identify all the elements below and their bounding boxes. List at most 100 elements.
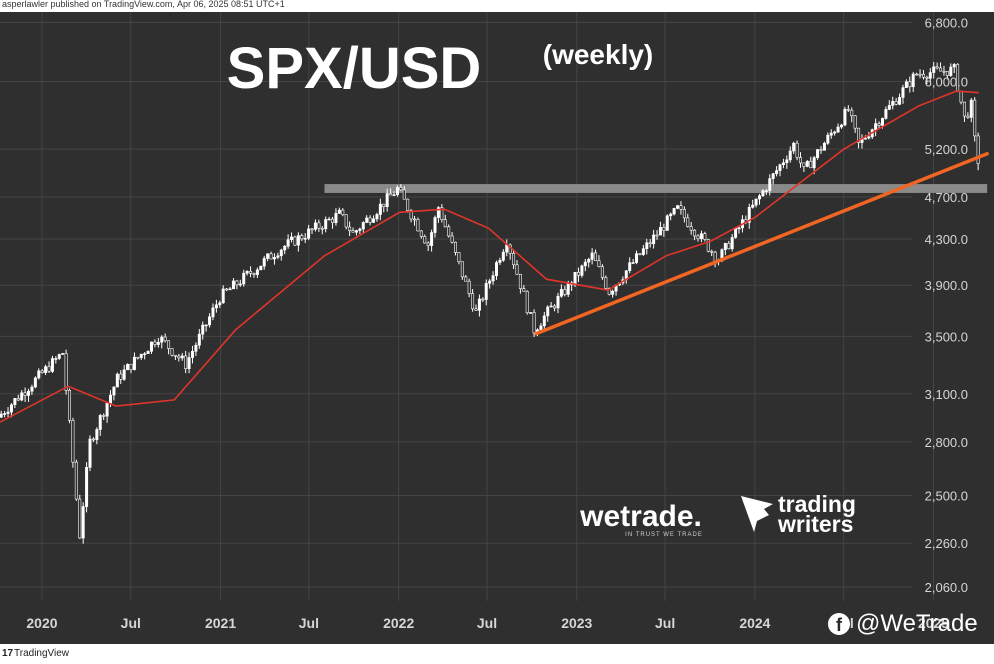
candle-body (344, 214, 348, 228)
candle-body (122, 369, 126, 380)
candle-body (109, 394, 113, 404)
candle-body (443, 219, 447, 228)
publish-header: asperlawler published on TradingView.com… (0, 0, 994, 12)
candle-body (488, 280, 492, 284)
trading-writers-word2: writers (777, 511, 853, 537)
y-tick-label: 6,000.0 (925, 75, 968, 90)
candle-body (566, 282, 570, 295)
candle-body (853, 115, 857, 129)
candle-body (706, 239, 710, 252)
candle-body (283, 245, 287, 251)
candle-body (71, 420, 75, 463)
candle-body (272, 257, 276, 260)
candle-body (942, 70, 946, 73)
candle-body (641, 248, 645, 255)
candle-body (689, 226, 693, 231)
candle-body (266, 253, 270, 259)
y-tick-label: 3,100.0 (925, 387, 968, 402)
candle-body (839, 124, 843, 128)
candle-body (494, 262, 498, 276)
candle-body (857, 127, 861, 143)
candle-body (423, 236, 427, 244)
candle-body (703, 233, 707, 240)
candle-body (310, 228, 314, 231)
candle-body (607, 288, 611, 295)
moving-average-line (0, 90, 979, 423)
candle-body (477, 298, 481, 311)
candle-body (54, 358, 58, 360)
trading-writers-word1: trading (778, 491, 856, 517)
candle-body (201, 324, 205, 335)
candle-body (300, 235, 304, 240)
candle-body (918, 73, 922, 76)
candle-body (143, 353, 147, 356)
candle-body (628, 262, 632, 271)
candle-body (775, 170, 779, 174)
candle-body (573, 271, 577, 286)
candle-body (30, 386, 34, 392)
candle-body (392, 194, 396, 196)
candle-body (252, 273, 256, 275)
candle-body (3, 413, 7, 415)
candle-body (433, 217, 437, 233)
candle-body (440, 207, 444, 220)
candle-body (809, 160, 813, 169)
x-tick-label: 2023 (561, 615, 592, 631)
y-tick-label: 2,800.0 (925, 435, 968, 450)
candle-body (822, 142, 826, 151)
candle-body (163, 336, 167, 342)
candle-body (976, 135, 980, 164)
candle-body (645, 242, 649, 249)
candle-body (132, 356, 136, 370)
candle-body (361, 222, 365, 230)
candle-body (225, 288, 229, 291)
candle-body (785, 159, 789, 164)
candle-body (658, 227, 662, 236)
tradingview-footer: 17 TradingView (0, 644, 994, 664)
candle-body (467, 280, 471, 294)
candle-body (197, 333, 201, 346)
y-tick-label: 4,700.0 (925, 190, 968, 205)
candle-body (699, 233, 703, 240)
candle-body (68, 390, 72, 421)
candle-body (501, 251, 505, 261)
candle-body (778, 164, 782, 171)
candle-body (887, 105, 891, 110)
candle-body (730, 237, 734, 250)
candle-body (95, 429, 99, 440)
x-tick-label: Jul (477, 615, 497, 631)
candle-body (245, 271, 249, 274)
candle-body (833, 131, 837, 134)
candle-body (559, 289, 563, 297)
candle-body (481, 298, 485, 301)
candle-body (313, 222, 317, 230)
candle-body (816, 149, 820, 158)
candle-body (40, 370, 44, 373)
candle-body (91, 438, 95, 441)
price-chart: 6,800.0 6,000.0 5,200.0 4,700.0 4,300.0 3,900… (0, 12, 994, 644)
candle-body (211, 307, 215, 318)
x-tick-label: Jul (299, 615, 319, 631)
candle-body (898, 97, 902, 105)
candle-body (50, 358, 54, 372)
chart-subtitle: (weekly) (543, 39, 654, 70)
candle-body (884, 109, 888, 119)
y-tick-label: 4,300.0 (925, 232, 968, 247)
time-axis: 2020Jul2021Jul2022Jul2023Jul2024Jul2025 (26, 615, 949, 631)
candle-body (525, 291, 529, 314)
candle-body (13, 398, 17, 406)
trading-writers-logo: trading writers (741, 491, 856, 537)
candle-body (727, 242, 731, 250)
candle-body (173, 354, 177, 357)
candle-body (843, 108, 847, 126)
candle-body (805, 160, 809, 167)
tradingview-brand: TradingView (14, 648, 70, 659)
candle-body (819, 149, 823, 151)
candle-body (966, 115, 970, 118)
candle-body (0, 413, 3, 418)
candle-body (935, 66, 939, 69)
candle-body (539, 325, 543, 331)
resistance-band (324, 184, 988, 193)
candle-body (204, 324, 208, 327)
